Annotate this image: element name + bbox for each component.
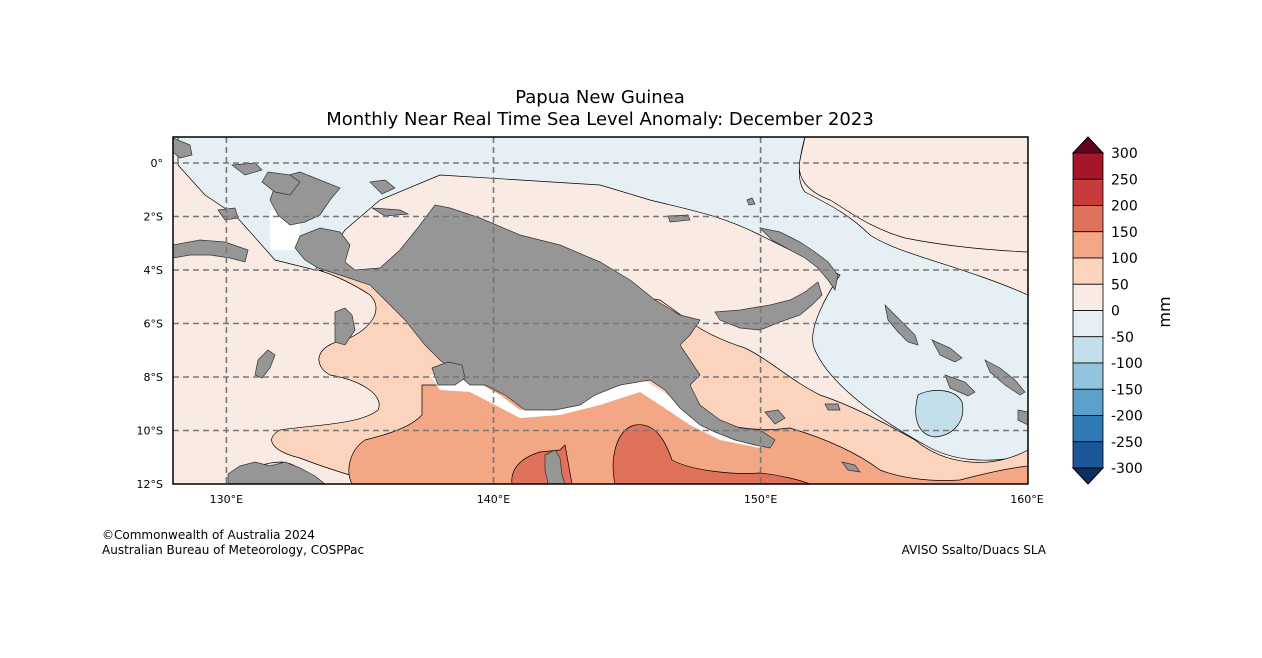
lon-label: 150°E	[744, 493, 777, 506]
colorbar	[1071, 136, 1105, 485]
colorbar-labels: 300 250 200 150 100 50 0 -50 -100 -150 -200 -250 -30…	[1111, 146, 1143, 477]
southern-png-island	[431, 361, 466, 386]
colorbar-swatch	[1072, 152, 1104, 180]
copyright-line: ©Commonwealth of Australia 2024	[102, 528, 315, 542]
vogelkop-land	[261, 171, 301, 196]
anomaly-ne-region	[798, 137, 1028, 253]
anomaly-neg50-0-region	[177, 137, 1028, 461]
lat-label: 10°S	[137, 425, 163, 438]
new-guinea-land	[269, 171, 776, 449]
lon-label: 130°E	[210, 493, 243, 506]
colorbar-over-triangle	[1071, 136, 1105, 154]
colorbar-swatch	[1072, 388, 1104, 416]
colorbar-tick-label: 100	[1111, 251, 1138, 267]
lat-label: 0°	[151, 157, 164, 170]
lat-label: 4°S	[144, 264, 163, 277]
map-title: Papua New Guinea	[515, 87, 685, 108]
colorbar-swatch	[1072, 205, 1104, 233]
lat-label: 8°S	[144, 371, 163, 384]
colorbar-unit-label: mm	[1155, 296, 1174, 327]
north-island-1	[371, 207, 410, 217]
louisiade-land	[841, 461, 861, 473]
colorbar-tick-label: 150	[1111, 225, 1138, 241]
colorbar-tick-label: 200	[1111, 199, 1138, 215]
colorbar-tick-label: 250	[1111, 172, 1138, 188]
manus-land	[746, 197, 756, 206]
biak-land	[369, 179, 396, 195]
copyright-credit: ©Commonwealth of Australia 2024 Australi…	[102, 528, 364, 558]
colorbar-tick-label: -200	[1111, 409, 1143, 425]
aru-land	[334, 307, 356, 346]
new-britain-land	[714, 281, 823, 331]
lon-label: 160°E	[1010, 493, 1043, 506]
colorbar-swatch	[1072, 362, 1104, 390]
colorbar-tick-label: -250	[1111, 435, 1143, 451]
lon-label: 140°E	[477, 493, 510, 506]
anomaly-150-200-region	[612, 424, 811, 484]
solomon-island-3	[944, 374, 976, 397]
lat-label: 6°S	[144, 318, 163, 331]
seram-land	[173, 239, 249, 263]
maluku-island-1	[173, 137, 193, 159]
colorbar-tick-label: 50	[1111, 277, 1129, 293]
trobriand-land	[824, 403, 841, 411]
cape-york-land	[544, 449, 566, 484]
colorbar-under-triangle	[1071, 467, 1105, 485]
landmasses	[173, 137, 1028, 484]
colorbar-swatch	[1072, 283, 1104, 311]
colorbar-swatch	[1072, 441, 1104, 469]
lat-label: 12°S	[137, 478, 163, 491]
colorbar-tick-label: -50	[1111, 330, 1134, 346]
lat-label: 2°S	[144, 211, 163, 224]
colorbar-tick-label: -300	[1111, 461, 1143, 477]
colorbar-swatch	[1072, 336, 1104, 364]
dentrecasteaux-land	[764, 409, 786, 425]
solomon-island-1	[931, 339, 963, 363]
map-field	[173, 137, 1028, 484]
colorbar-swatch	[1072, 257, 1104, 285]
colorbar-swatch	[1072, 415, 1104, 443]
anomaly-neg100-neg50-patch	[915, 390, 964, 438]
solomon-island-4	[1017, 409, 1028, 426]
colorbar-swatch	[1072, 231, 1104, 259]
new-ireland-land	[758, 227, 839, 291]
tanimbar-land	[254, 349, 276, 379]
map-subtitle: Monthly Near Real Time Sea Level Anomaly…	[326, 109, 874, 130]
data-source-credit: AVISO Ssalto/Duacs SLA	[901, 543, 1046, 557]
no-data-band	[430, 375, 770, 448]
colorbar-tick-label: 0	[1111, 304, 1120, 320]
arnhem-land	[227, 461, 326, 484]
map-frame	[172, 136, 1029, 485]
map-gridlines	[173, 137, 1028, 484]
colorbar-tick-label: -150	[1111, 382, 1143, 398]
colorbar-tick-label: -100	[1111, 356, 1143, 372]
colorbar-swatch	[1072, 178, 1104, 206]
agency-line: Australian Bureau of Meteorology, COSPPa…	[102, 543, 365, 557]
bougainville-land	[884, 303, 919, 346]
colorbar-swatch	[1072, 310, 1104, 338]
colorbar-tick-label: 300	[1111, 146, 1138, 162]
